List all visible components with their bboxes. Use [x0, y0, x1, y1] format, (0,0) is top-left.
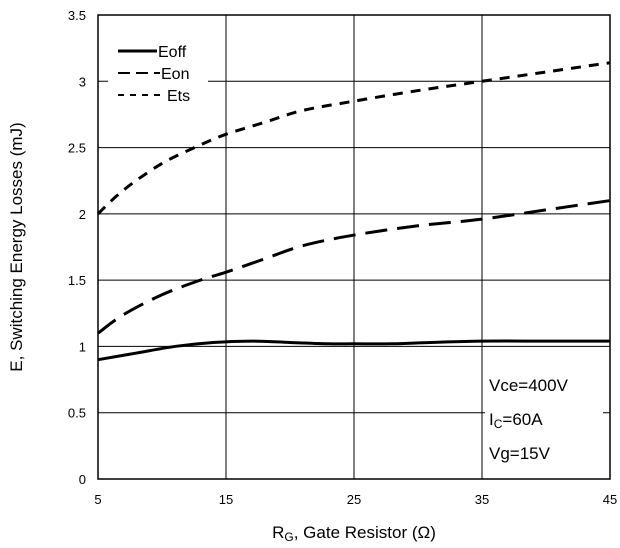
- x-tick-label: 15: [219, 492, 233, 507]
- annotation-ic-rest: =60A: [502, 410, 543, 429]
- x-tick-label: 5: [94, 492, 101, 507]
- tick-labels: 5 15 25 35 45 0 0.5 1 1.5 2 2.5 3 3.5: [68, 8, 617, 507]
- y-tick-label: 3.5: [68, 8, 86, 23]
- series-layer: [96, 61, 611, 362]
- series-line-eoff: [97, 339, 610, 362]
- x-axis-title-main: R: [272, 523, 284, 542]
- x-axis-title: RG, Gate Resistor (Ω): [272, 523, 436, 544]
- plot-frame: [97, 14, 611, 480]
- y-tick-label: 2.5: [68, 141, 86, 156]
- annotation-ic-main: I: [489, 410, 494, 429]
- series-line-eon: [97, 199, 611, 335]
- series-line-ets: [96, 61, 611, 215]
- annotation-background: [485, 370, 603, 470]
- x-tick-label: 35: [475, 492, 489, 507]
- x-axis-title-rest: , Gate Resistor (Ω): [294, 523, 436, 542]
- y-tick-label: 1: [79, 339, 86, 354]
- annotation-vg: Vg=15V: [489, 444, 551, 463]
- legend-label-eoff: Eoff: [158, 44, 187, 61]
- annotation-ic-sub: C: [494, 417, 503, 431]
- y-tick-label: 1.5: [68, 273, 86, 288]
- y-tick-label: 0: [79, 472, 86, 487]
- x-tick-label: 45: [603, 492, 617, 507]
- annotation-vce: Vce=400V: [489, 376, 569, 395]
- legend: Eoff Eon Ets: [108, 36, 208, 108]
- legend-label-eon: Eon: [161, 66, 189, 83]
- annotation-ic: IC=60A: [489, 410, 543, 431]
- y-tick-label: 3: [79, 74, 86, 89]
- conditions-annotation: Vce=400V IC=60A Vg=15V: [485, 370, 603, 470]
- x-tick-label: 25: [347, 492, 361, 507]
- y-tick-label: 0.5: [68, 406, 86, 421]
- y-axis-title: E, Switching Energy Losses (mJ): [7, 122, 26, 371]
- legend-label-ets: Ets: [167, 88, 190, 105]
- x-axis-title-sub: G: [284, 530, 293, 544]
- y-tick-label: 2: [79, 207, 86, 222]
